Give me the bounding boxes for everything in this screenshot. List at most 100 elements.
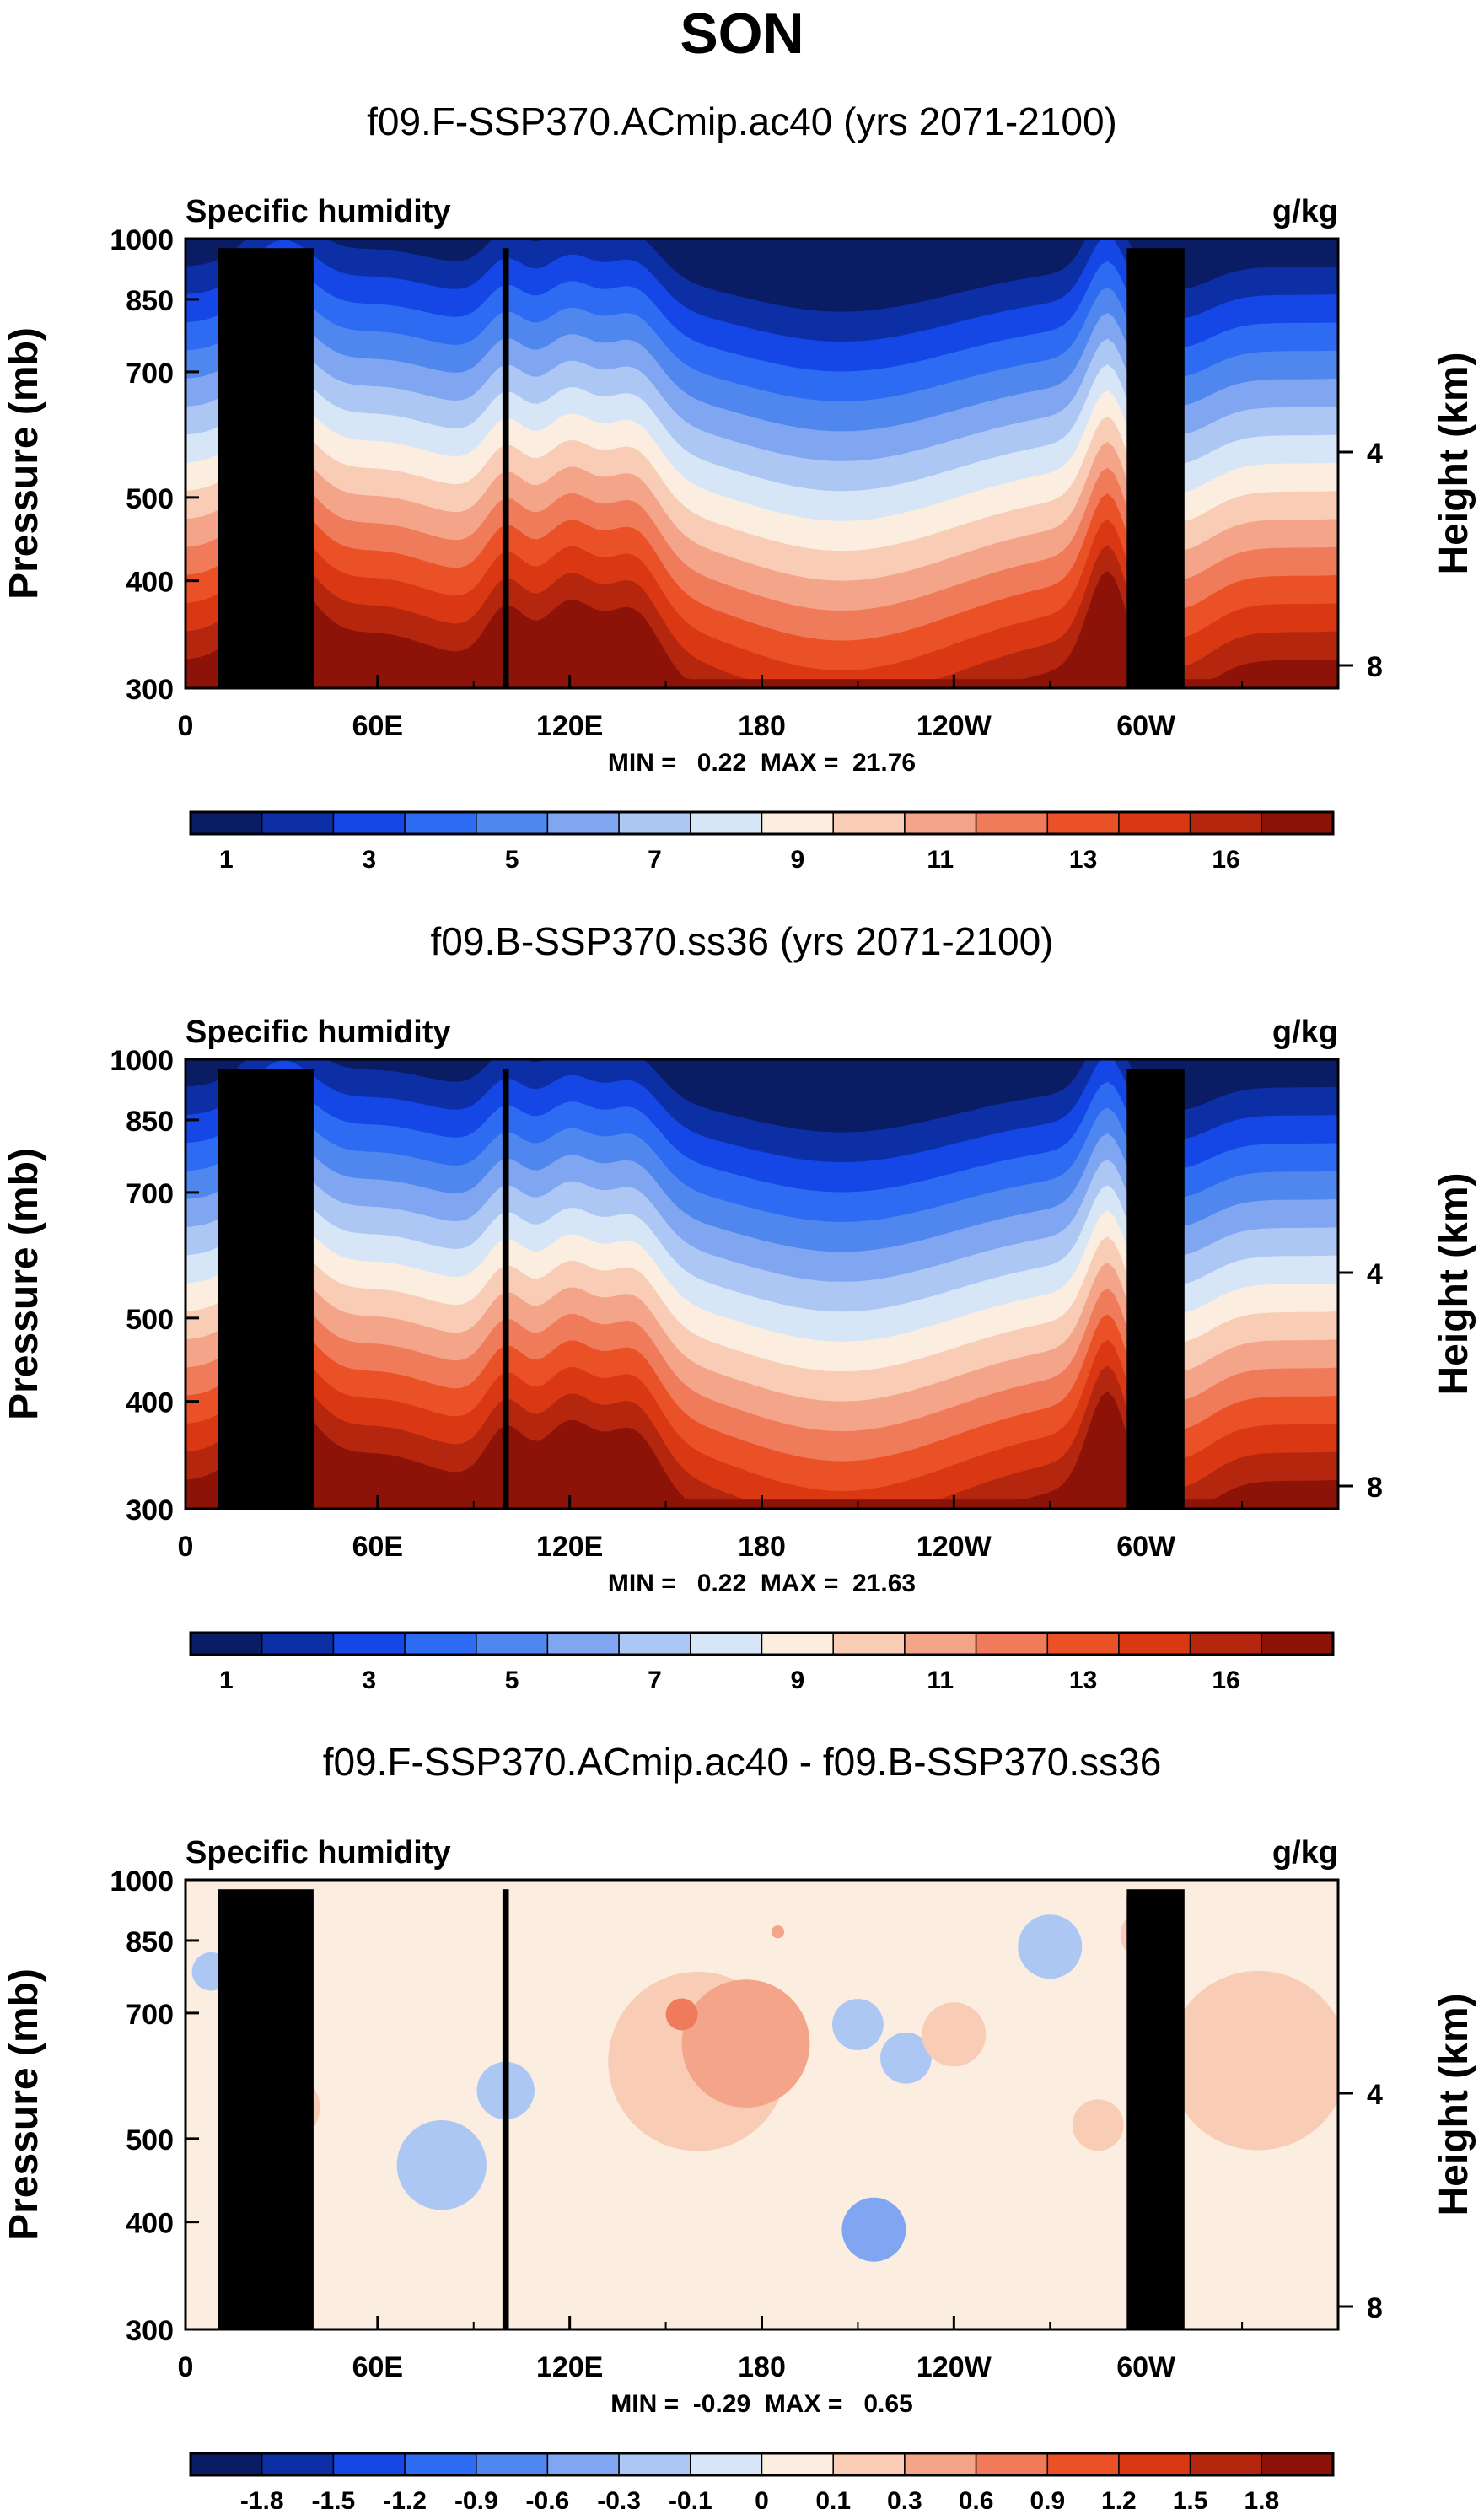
- topography-mask: [1126, 256, 1133, 688]
- x-tick-label: 60E: [352, 710, 404, 742]
- panel-1-colorbar: 1 3 5 7 9 11 13 16: [189, 810, 1335, 874]
- topography-mask: [1126, 1897, 1133, 2329]
- colorbar-label: 9: [790, 846, 804, 874]
- colorbar-label: 13: [1069, 846, 1097, 874]
- colorbar-label: 7: [648, 846, 662, 874]
- height-tick-label: 8: [1367, 651, 1383, 683]
- colorbar-label: 0.6: [959, 2487, 994, 2509]
- panel-3-title: f09.F-SSP370.ACmip.ac40 - f09.B-SSP370.s…: [322, 1740, 1162, 1784]
- anomaly-region-5: [832, 1999, 884, 2050]
- y-tick-label: 400: [126, 2208, 174, 2240]
- x-tick-label: 120W: [917, 710, 992, 742]
- colorbar-swatch: [618, 2452, 691, 2476]
- colorbar-swatch: [904, 2452, 977, 2476]
- colorbar-swatch: [476, 811, 549, 835]
- colorbar-swatch: [190, 1632, 263, 1656]
- topography-mask: [1126, 1076, 1133, 1509]
- colorbar-label: -1.8: [240, 2487, 284, 2509]
- y-tick-label: 300: [126, 674, 174, 706]
- y-tick-label: 850: [126, 285, 174, 317]
- colorbar-swatch: [690, 1632, 763, 1656]
- x-tick-label: 120W: [917, 2351, 992, 2383]
- topography-mask: [275, 1101, 292, 1509]
- x-tick-label: 60W: [1116, 710, 1176, 742]
- x-tick-label: 60E: [352, 1531, 404, 1563]
- colorbar-label: 0.1: [815, 2487, 851, 2509]
- topography-mask: [1126, 1889, 1185, 2329]
- colorbar-swatch: [832, 1632, 906, 1656]
- colorbar-swatch: [1189, 811, 1263, 835]
- height-tick-label: 4: [1367, 438, 1383, 470]
- colorbar-label: -0.6: [526, 2487, 570, 2509]
- y-tick-label: 850: [126, 1926, 174, 1958]
- colorbar-label: 1.5: [1173, 2487, 1208, 2509]
- colorbar-swatch: [332, 2452, 406, 2476]
- colorbar-label: 1: [219, 846, 234, 874]
- colorbar-swatch: [761, 2452, 834, 2476]
- x-tick-label: 0: [178, 2351, 194, 2383]
- colorbar-label: -0.1: [669, 2487, 712, 2509]
- x-tick-label: 120E: [536, 2351, 603, 2383]
- topography-mask: [502, 248, 509, 688]
- units-label: g/kg: [1272, 1015, 1338, 1050]
- colorbar-label: 16: [1212, 846, 1239, 874]
- x-tick-label: 60W: [1116, 1531, 1176, 1563]
- colorbar-swatch: [546, 811, 620, 835]
- y-tick-label: 1000: [110, 224, 174, 256]
- colorbar-swatch: [761, 1632, 834, 1656]
- variable-label: Specific humidity: [186, 1015, 451, 1050]
- colorbar-label: -0.3: [597, 2487, 641, 2509]
- colorbar-label: 11: [927, 846, 954, 874]
- panel-1-plot: Specific humidity g/kg 300 400 500 700 850 1000…: [2, 194, 1476, 777]
- units-label: g/kg: [1272, 1835, 1338, 1871]
- colorbar-swatch: [332, 811, 406, 835]
- colorbar-label: 16: [1212, 1666, 1239, 1694]
- anomaly-region-11: [1168, 1970, 1338, 2151]
- x-tick-label: 180: [738, 1531, 786, 1563]
- colorbar-swatch: [618, 1632, 691, 1656]
- colorbar-label: 9: [790, 1666, 804, 1694]
- anomaly-region-10: [771, 1925, 785, 1939]
- topography-mask: [1126, 1069, 1185, 1509]
- colorbar-label: 3: [362, 846, 376, 874]
- colorbar-swatch: [404, 1632, 477, 1656]
- colorbar-swatch: [1261, 811, 1334, 835]
- y-tick-label: 700: [126, 1178, 174, 1210]
- y-tick-label: 1000: [110, 1866, 174, 1898]
- colorbar-label: -1.2: [383, 2487, 427, 2509]
- y-axis-title: Pressure (mb): [2, 1968, 46, 2241]
- variable-label: Specific humidity: [186, 194, 451, 229]
- colorbar-label: 1.2: [1101, 2487, 1137, 2509]
- colorbar-frame: [189, 2452, 1335, 2477]
- x-tick-label: 180: [738, 710, 786, 742]
- panel-2-colorbar: 1 3 5 7 9 11 13 16: [189, 1631, 1335, 1694]
- y2-axis-title: Height (km): [1432, 1173, 1476, 1396]
- colorbar-swatch: [261, 2452, 335, 2476]
- colorbar-swatch: [618, 811, 691, 835]
- y-tick-label: 300: [126, 1494, 174, 1526]
- colorbar-swatch: [690, 811, 763, 835]
- anomaly-region-4: [1018, 1914, 1083, 1979]
- colorbar-swatch: [476, 1632, 549, 1656]
- anomaly-region-3: [880, 2032, 932, 2084]
- x-tick-label: 60E: [352, 2351, 404, 2383]
- colorbar-swatch: [1046, 1632, 1120, 1656]
- colorbar-label: 5: [505, 846, 519, 874]
- colorbar-label: -1.5: [312, 2487, 356, 2509]
- y-tick-label: 300: [126, 2315, 174, 2347]
- anomaly-region-8: [681, 1979, 810, 2108]
- anomaly-region-9: [665, 1998, 698, 2031]
- topography-mask: [1126, 248, 1185, 688]
- colorbar-swatch: [1118, 2452, 1191, 2476]
- height-tick-label: 4: [1367, 2079, 1383, 2111]
- y2-axis-title: Height (km): [1432, 1994, 1476, 2216]
- contour-band-15: [186, 1392, 1338, 1509]
- topography-mask: [502, 1889, 509, 2329]
- colorbar-label: 7: [648, 1666, 662, 1694]
- colorbar-label: 0.9: [1030, 2487, 1065, 2509]
- colorbar-swatch: [190, 2452, 263, 2476]
- x-tick-label: 0: [178, 710, 194, 742]
- height-tick-label: 4: [1367, 1258, 1383, 1290]
- x-tick-label: 180: [738, 2351, 786, 2383]
